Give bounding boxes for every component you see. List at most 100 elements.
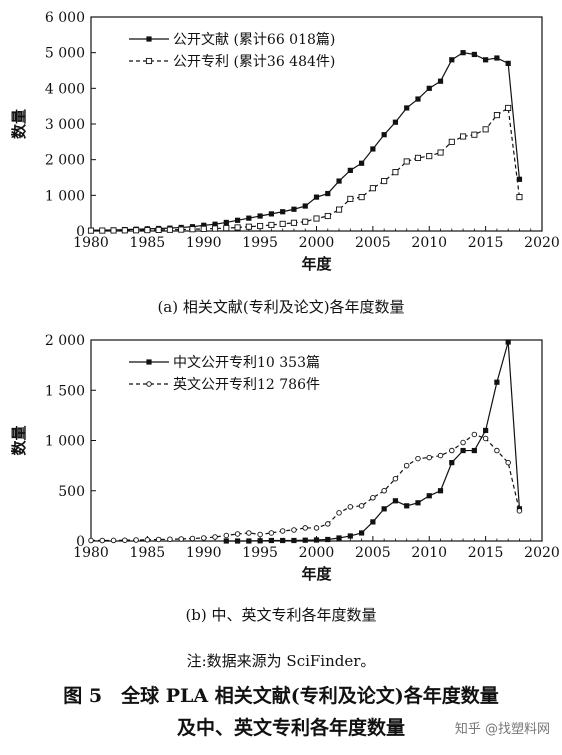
y-tick-label: 1 000 (45, 188, 85, 204)
series-0-point (336, 178, 342, 184)
y-axis-label: 数量 (10, 425, 28, 455)
series-1-point (313, 215, 320, 222)
series-1-point (110, 537, 117, 544)
series-1-point (437, 149, 444, 156)
chart-b-subcaption: (b) 中、英文专利各年度数量 (185, 606, 377, 624)
series-1-point (403, 462, 410, 469)
series-0-point (359, 530, 365, 536)
series-0-point (370, 146, 376, 152)
x-tick-label: 1980 (73, 235, 109, 251)
x-tick-label: 2015 (468, 235, 504, 251)
x-tick-label: 2005 (355, 545, 391, 561)
series-1-point (516, 194, 523, 201)
series-1-point (166, 226, 173, 233)
y-tick-label: 2 000 (45, 333, 85, 349)
legend-1-marker (145, 57, 153, 65)
series-1-point (482, 126, 489, 133)
series-1-point (223, 225, 230, 232)
series-1-point (167, 536, 173, 542)
legend-1-marker (146, 381, 152, 387)
series-0-point (246, 215, 252, 221)
series-1-point (381, 178, 388, 185)
series-0-point (392, 119, 399, 125)
series-1-point (189, 535, 196, 542)
series-1-point (505, 459, 511, 466)
series-0-point (471, 447, 477, 454)
series-0-point (437, 78, 444, 84)
series-1-point (291, 527, 297, 533)
series-0-point (449, 57, 455, 63)
series-1-point (482, 435, 489, 442)
chart-a: 1980 1985 1990 1995 2000 2005 2010 2015 2020 0 1 0… (10, 10, 560, 273)
y-axis-label: 数量 (10, 109, 28, 139)
series-0-point (302, 537, 308, 543)
series-1-point (414, 154, 422, 161)
series-1-point (257, 222, 264, 230)
series-1-point (246, 530, 252, 536)
series-0-point (483, 57, 489, 63)
series-0-point (460, 447, 466, 454)
series-1-point (460, 439, 466, 446)
series-0-point (449, 460, 455, 466)
series-1-point (99, 537, 106, 544)
series-0-point (313, 537, 320, 543)
series-1-point (290, 219, 298, 226)
legend-0-label: 中文公开专利10 353篇 (173, 355, 320, 371)
series-1-point (99, 227, 106, 234)
series-0-point (257, 213, 263, 219)
x-axis-label: 年度 (301, 565, 332, 583)
series-1-point (313, 525, 320, 531)
series-0-point (381, 132, 387, 138)
series-0-point (359, 160, 365, 166)
y-tick-label: 2 000 (45, 153, 85, 169)
watermark: 知乎 @找塑料网 (454, 722, 550, 737)
x-axis-label: 年度 (301, 255, 332, 273)
series-0-point (516, 176, 523, 182)
legend-0-label: 公开文献 (累计66 018篇) (173, 32, 335, 48)
series-0-point (370, 519, 376, 525)
series-1-point (336, 510, 342, 516)
x-tick-label: 1990 (186, 235, 222, 251)
legend-0-marker (146, 36, 152, 42)
series-0-point (471, 51, 477, 58)
series-1-point (403, 158, 410, 165)
series-0-point (404, 503, 410, 509)
series-1-point (302, 218, 309, 225)
series-1-point (200, 225, 207, 232)
x-tick-label: 2010 (411, 545, 447, 561)
series-0-point (246, 538, 252, 544)
legend-1-label: 英文公开专利12 786件 (173, 376, 320, 393)
series-1-point (212, 534, 218, 540)
series-1-point (279, 528, 286, 534)
series-1-line (91, 433, 521, 542)
series-1-point (358, 503, 365, 509)
x-tick-label: 1985 (130, 545, 166, 561)
series-1-point (245, 223, 252, 230)
series-0-point (234, 217, 241, 223)
series-1-point (133, 227, 140, 234)
series-0-point (302, 203, 308, 209)
series-0-point (505, 60, 511, 66)
series-1-point (494, 447, 500, 454)
x-tick-label: 2005 (355, 235, 391, 251)
series-0-point (268, 211, 274, 217)
series-1-line (90, 106, 521, 232)
series-0-point (313, 194, 320, 200)
series-0-point (325, 190, 331, 197)
series-0-point (426, 493, 432, 499)
series-1-point (415, 455, 421, 462)
series-1-point (279, 220, 286, 227)
series-1-point (505, 104, 512, 111)
series-1-point (426, 153, 433, 160)
series-1-point (257, 531, 263, 538)
series-1-point (155, 536, 162, 543)
series-1-point (336, 206, 343, 213)
legend-1-label: 公开专利 (累计36 484件) (173, 54, 335, 70)
series-1-point (381, 487, 387, 494)
series-1-point (189, 226, 196, 233)
series-1-point (144, 537, 151, 543)
series-0-point (404, 105, 410, 111)
series-1-point (347, 195, 354, 202)
series-0-point (415, 96, 421, 102)
series-0-point (494, 379, 500, 385)
